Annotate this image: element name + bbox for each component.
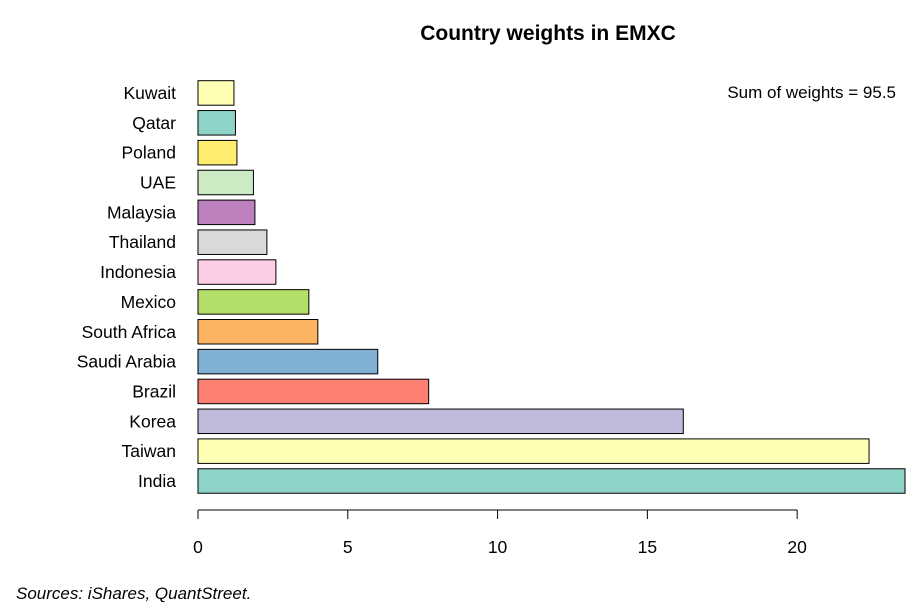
x-tick-label-15: 15 — [638, 537, 657, 557]
chart-title: Country weights in EMXC — [420, 22, 676, 45]
bar-korea — [197, 408, 684, 435]
x-tick-label-0: 0 — [193, 537, 203, 557]
category-label-india: India — [138, 471, 176, 491]
category-label-indonesia: Indonesia — [100, 262, 176, 282]
bar-saudi-arabia — [197, 348, 379, 375]
bar-south-africa — [197, 319, 319, 345]
category-label-qatar: Qatar — [132, 113, 176, 133]
category-label-brazil: Brazil — [132, 381, 176, 401]
x-tick-label-5: 5 — [343, 537, 353, 557]
bars-group — [197, 80, 906, 494]
category-label-korea: Korea — [129, 411, 176, 431]
category-label-malaysia: Malaysia — [107, 202, 176, 222]
source-note: Sources: iShares, QuantStreet. — [16, 584, 252, 603]
bar-malaysia — [197, 199, 256, 226]
category-labels: India Taiwan Korea Brazil Saudi Arabia South … — [77, 83, 177, 491]
bar-brazil — [197, 378, 430, 405]
category-label-saudi-arabia: Saudi Arabia — [77, 352, 177, 372]
category-label-mexico: Mexico — [121, 292, 176, 312]
x-tick-label-20: 20 — [787, 537, 807, 557]
x-tick-label-10: 10 — [488, 537, 508, 557]
bar-poland — [197, 139, 238, 166]
bar-uae — [197, 169, 254, 196]
bar-mexico — [197, 289, 310, 315]
bar-kuwait — [197, 80, 235, 106]
bar-taiwan — [197, 438, 870, 464]
bar-qatar — [197, 110, 236, 136]
bar-indonesia — [197, 259, 277, 285]
category-label-kuwait: Kuwait — [123, 83, 176, 103]
category-label-uae: UAE — [140, 173, 176, 193]
category-label-thailand: Thailand — [109, 232, 176, 252]
x-axis: 0 5 10 15 20 — [193, 509, 807, 557]
bar-india — [197, 468, 906, 494]
bar-thailand — [197, 229, 268, 255]
category-label-taiwan: Taiwan — [122, 441, 176, 461]
category-label-south-africa: South Africa — [82, 322, 177, 342]
category-label-poland: Poland — [122, 143, 177, 163]
sum-annotation: Sum of weights = 95.5 — [727, 83, 896, 102]
